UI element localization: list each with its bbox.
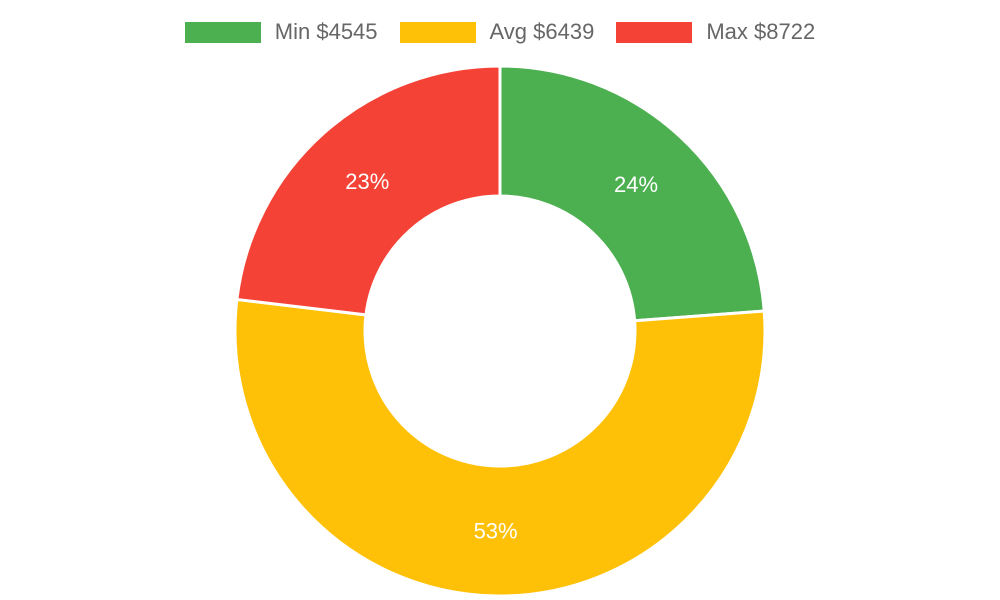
legend-swatch-1	[399, 21, 476, 43]
legend-label-0: Min $4545	[274, 19, 378, 44]
legend-label-1: Avg $6439	[489, 19, 595, 44]
legend-item-2[interactable]: Max $8722	[616, 19, 815, 45]
legend-swatch-2	[616, 21, 693, 43]
chart-legend: Min $4545 Avg $6439 Max $8722	[0, 18, 1000, 46]
slice-label-1: 53%	[474, 519, 518, 544]
slice-2[interactable]	[235, 64, 502, 317]
slice-0[interactable]	[498, 64, 766, 323]
slice-1[interactable]	[233, 297, 767, 598]
legend-item-0[interactable]: Min $4545	[184, 19, 378, 45]
legend-item-1[interactable]: Avg $6439	[399, 19, 595, 45]
legend-label-2: Max $8722	[706, 19, 816, 44]
slice-label-2: 23%	[345, 169, 389, 194]
slice-label-0: 24%	[614, 172, 658, 197]
legend-swatch-0	[184, 21, 261, 43]
